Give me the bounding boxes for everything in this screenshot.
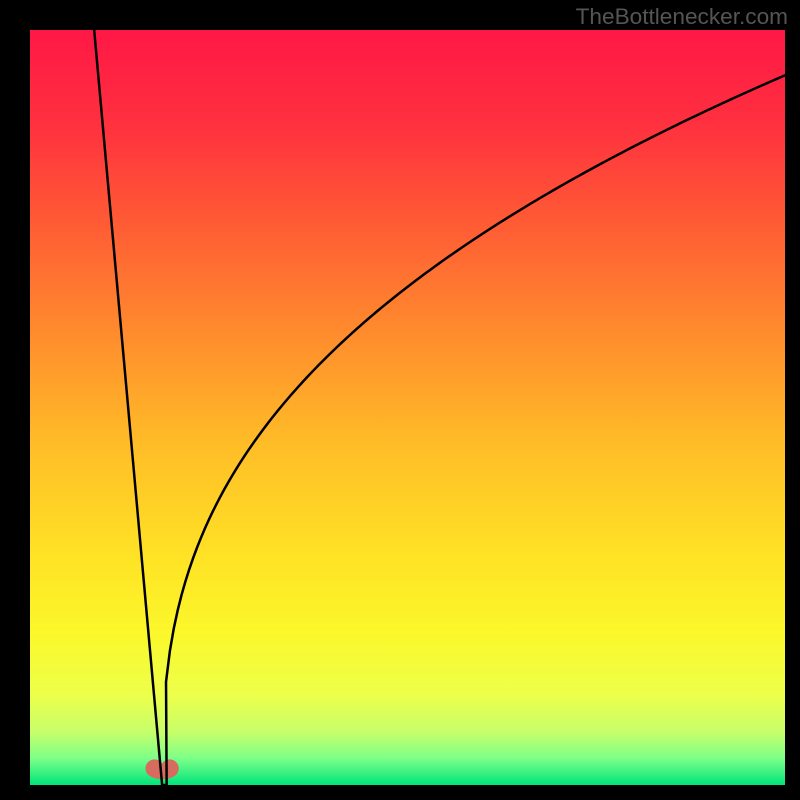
gradient-background [30,30,785,785]
watermark-text: TheBottlenecker.com [576,4,788,30]
chart-frame: TheBottlenecker.com [0,0,800,800]
bottleneck-plot [30,30,785,785]
